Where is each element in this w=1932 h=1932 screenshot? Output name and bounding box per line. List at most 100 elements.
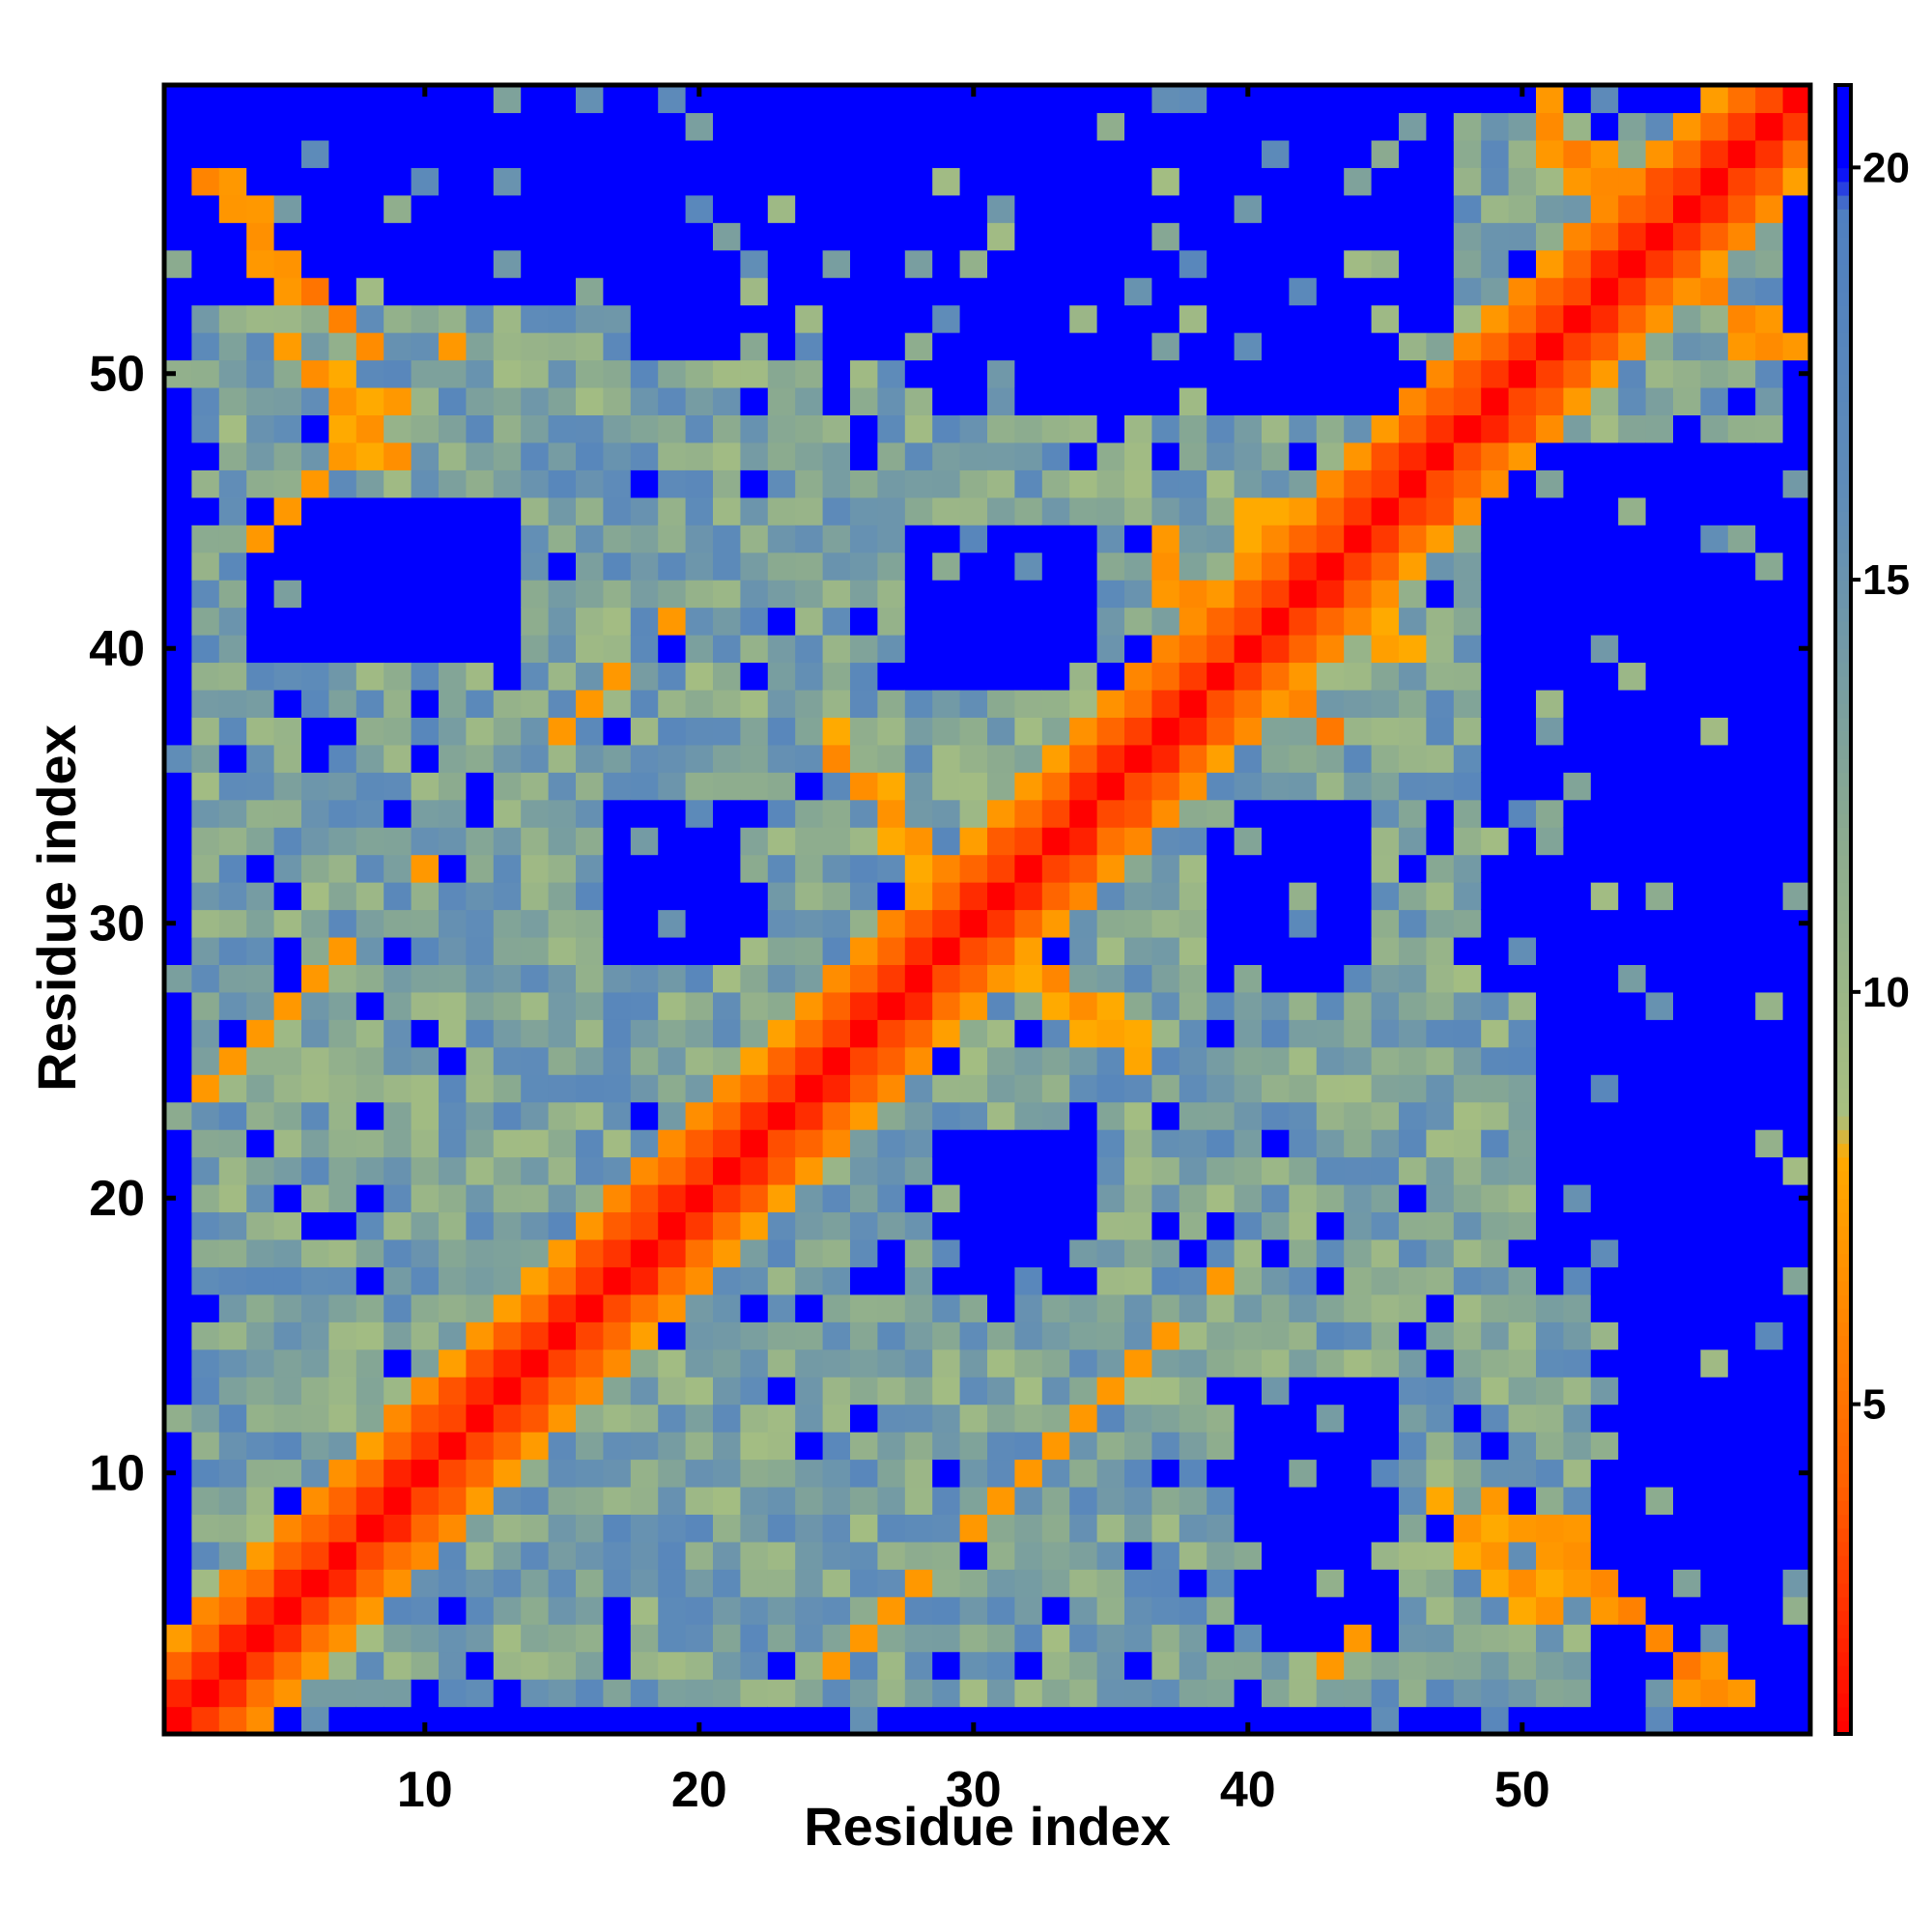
heatmap-cell [1536,414,1564,443]
heatmap-cell [1536,249,1564,278]
heatmap-cell [713,1074,741,1103]
heatmap-cell [1645,1514,1674,1543]
heatmap-cell [328,1184,357,1213]
heatmap-cell [685,662,714,691]
heatmap-cell [1151,1101,1180,1130]
heatmap-cell [1371,1679,1400,1708]
heatmap-cell [740,662,769,691]
heatmap-cell [1041,1541,1070,1570]
heatmap-cell [1727,85,1756,114]
heatmap-cell [466,799,495,828]
heatmap-cell [877,139,906,168]
heatmap-cell [466,717,495,746]
heatmap-cell [904,744,933,773]
heatmap-cell [1508,607,1537,636]
y-tick-label: 40 [89,621,145,677]
heatmap-cell [1645,1156,1674,1185]
heatmap-cell [1151,1596,1180,1625]
heatmap-cell [384,469,412,498]
heatmap-cell [1508,1321,1537,1350]
heatmap-cell [1782,827,1811,856]
heatmap-cell [850,1486,878,1515]
heatmap-cell [987,1541,1015,1570]
heatmap-cell [1645,689,1674,718]
heatmap-cell [1316,1486,1345,1515]
heatmap-cell [1207,249,1236,278]
heatmap-cell [713,1377,741,1406]
heatmap-cell [1069,386,1098,415]
heatmap-cell [740,1019,769,1048]
heatmap-cell [1727,909,1756,938]
heatmap-cell [987,85,1015,114]
heatmap-cell [521,799,550,828]
heatmap-cell [603,1569,632,1598]
heatmap-cell [1234,497,1263,526]
heatmap-cell [1014,332,1043,361]
heatmap-cell [1755,1184,1784,1213]
heatmap-cell [1618,139,1647,168]
heatmap-cell [1727,139,1756,168]
heatmap-cell [1453,1349,1482,1378]
heatmap-cell [1536,1514,1564,1543]
heatmap-cell [273,772,302,801]
heatmap-cell [1673,689,1701,718]
heatmap-cell [164,1293,192,1322]
heatmap-cell [1481,1156,1510,1185]
heatmap-cell [1371,1129,1400,1158]
heatmap-cell [1179,772,1208,801]
heatmap-cell [1453,1019,1482,1048]
heatmap-cell [1618,222,1647,251]
heatmap-cell [1508,1377,1537,1406]
heatmap-cell [685,552,714,581]
heatmap-cell [1453,607,1482,636]
heatmap-cell [658,1156,687,1185]
heatmap-cell [328,469,357,498]
heatmap-cell [1645,441,1674,470]
heatmap-cell [1014,249,1043,278]
heatmap-cell [904,359,933,388]
heatmap-cell [1645,744,1674,773]
heatmap-cell [904,497,933,526]
heatmap-cell [850,1019,878,1048]
heatmap-cell [191,1432,220,1461]
heatmap-cell [932,662,961,691]
heatmap-cell [273,1679,302,1708]
heatmap-cell [521,277,550,306]
heatmap-cell [795,1074,824,1103]
heatmap-cell [1179,1293,1208,1322]
heatmap-cell [1124,222,1152,251]
heatmap-cell [1563,635,1592,664]
heatmap-cell [1124,991,1152,1020]
heatmap-cell [273,1404,302,1433]
heatmap-cell [1014,1486,1043,1515]
heatmap-cell [548,1569,577,1598]
heatmap-cell [1151,689,1180,718]
heatmap-cell [877,222,906,251]
heatmap-cell [1727,772,1756,801]
heatmap-cell [658,1377,687,1406]
heatmap-cell [1618,827,1647,856]
colorbar-segment [1835,1129,1851,1145]
heatmap-cell [1041,909,1070,938]
heatmap-cell [164,497,192,526]
colorbar-segment [1835,827,1851,842]
heatmap-cell [1096,1211,1125,1240]
heatmap-cell [1563,386,1592,415]
heatmap-cell [877,167,906,196]
heatmap-cell [1453,1129,1482,1158]
heatmap-cell [1782,441,1811,470]
heatmap-cell [1124,525,1152,554]
heatmap-cell [1069,414,1098,443]
heatmap-cell [795,1596,824,1625]
heatmap-cell [603,414,632,443]
heatmap-cell [493,1404,522,1433]
heatmap-cell [384,607,412,636]
heatmap-cell [548,772,577,801]
heatmap-cell [1782,1541,1811,1570]
heatmap-cell [493,552,522,581]
heatmap-cell [1673,662,1701,691]
heatmap-cell [355,717,384,746]
heatmap-cell [685,1514,714,1543]
heatmap-cell [1096,1624,1125,1653]
heatmap-cell [246,277,275,306]
